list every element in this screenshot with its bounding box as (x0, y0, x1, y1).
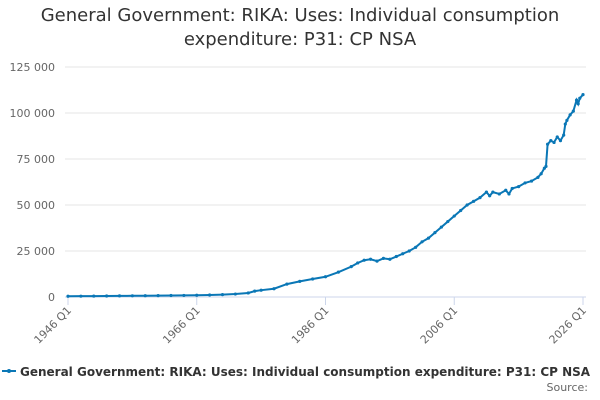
y-tick-label: 25 000 (17, 245, 56, 258)
series-line (67, 93, 584, 298)
data-point (208, 293, 212, 297)
data-point (253, 289, 257, 293)
data-point (156, 294, 160, 298)
data-point (510, 186, 514, 191)
data-point (574, 98, 579, 102)
data-point (558, 139, 563, 143)
data-point (246, 291, 250, 295)
data-point (298, 279, 302, 283)
data-point (549, 139, 553, 143)
data-point (433, 231, 437, 235)
chart-title: General Government: RIKA: Uses: Individu… (40, 5, 560, 50)
data-point (439, 225, 443, 229)
data-point (79, 294, 83, 298)
data-point (581, 93, 585, 97)
data-point (323, 275, 328, 279)
data-point (66, 294, 70, 298)
x-tick-label: 2006 Q1 (418, 304, 461, 347)
x-tick-label: 1966 Q1 (160, 304, 203, 347)
data-point (568, 113, 572, 117)
data-point (471, 199, 476, 203)
data-point (497, 192, 501, 196)
data-point (426, 236, 431, 240)
data-point (407, 249, 411, 253)
data-point (311, 277, 315, 281)
data-point (465, 203, 469, 207)
data-point (507, 192, 511, 196)
data-point (545, 142, 550, 146)
data-point (388, 257, 392, 261)
source: Source: (547, 381, 589, 394)
y-tick-label: 75 000 (17, 153, 56, 166)
data-point (272, 287, 276, 291)
data-point (562, 133, 566, 137)
data-point (565, 118, 569, 122)
data-point (356, 261, 360, 265)
data-point (576, 102, 580, 106)
data-point (92, 294, 96, 298)
data-point (536, 175, 540, 179)
data-point (539, 172, 543, 176)
data-point (523, 181, 527, 185)
data-point (381, 256, 386, 260)
data-point (182, 293, 186, 298)
legend-label: General Government: RIKA: Uses: Individu… (20, 365, 591, 379)
data-point (285, 282, 289, 286)
data-point (420, 240, 424, 244)
data-point (368, 257, 373, 261)
data-point (504, 188, 508, 192)
data-point (117, 294, 122, 298)
data-point (563, 122, 567, 126)
data-point (491, 190, 495, 194)
data-point (233, 292, 237, 296)
data-point (259, 288, 263, 292)
data-point (349, 265, 353, 269)
data-point (459, 208, 463, 213)
data-point (552, 140, 556, 145)
data-point (220, 293, 225, 297)
data-point (394, 254, 398, 259)
data-point (484, 190, 489, 194)
data-point (143, 294, 147, 298)
y-tick-label: 50 000 (17, 199, 56, 212)
data-point (571, 109, 575, 113)
x-tick-label: 2026 Q1 (547, 304, 590, 347)
data-point (401, 252, 405, 256)
legend-marker (7, 369, 11, 373)
y-tick-label: 0 (48, 291, 55, 304)
data-point (414, 245, 418, 249)
data-point (130, 294, 134, 298)
data-point (555, 135, 559, 139)
data-point (446, 219, 450, 224)
data-point (452, 214, 456, 218)
data-point (375, 259, 379, 263)
data-point (195, 293, 199, 297)
data-point (578, 96, 582, 100)
data-point (488, 194, 492, 198)
y-tick-label: 100 000 (10, 107, 56, 120)
data-point (336, 270, 340, 274)
data-point (478, 196, 482, 200)
data-point (169, 293, 173, 298)
data-point (544, 164, 548, 168)
data-point (529, 179, 534, 183)
data-point (362, 258, 366, 262)
data-point (517, 185, 521, 189)
x-tick-label: 1986 Q1 (289, 304, 332, 347)
x-tick-label: 1946 Q1 (32, 304, 75, 347)
data-point (105, 294, 109, 298)
y-tick-label: 125 000 (10, 61, 56, 74)
